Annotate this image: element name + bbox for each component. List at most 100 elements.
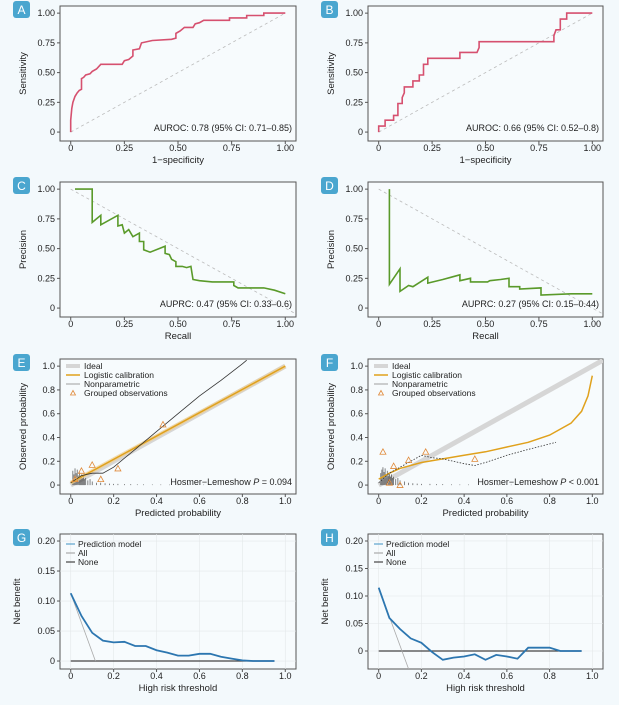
hl-suffix: < 0.001 [566, 477, 599, 487]
y-tick-label: 1.0 [350, 361, 363, 371]
reference-line [378, 12, 593, 133]
x-tick-label: 1.0 [586, 496, 599, 506]
legend-label: Ideal [84, 361, 103, 371]
x-tick-label: 0 [68, 671, 73, 681]
x-tick-label: 0.25 [423, 319, 441, 329]
plot-area [367, 533, 604, 670]
y-tick-label: 0.20 [37, 536, 55, 546]
logistic-calibration-line [70, 365, 286, 484]
panel-c: C 0 0.25 0.50 0.75 1.00 0 0.25 0.50 0.75 1.00 Recal… [13, 177, 297, 342]
metric-annotation: AUPRC: 0.47 (95% CI: 0.33–0.6) [160, 299, 292, 309]
x-tick-label: 1.00 [277, 143, 295, 153]
hl-p: P [560, 477, 566, 487]
y-tick-label: 0.75 [37, 214, 55, 224]
grouped-observation-marker [71, 475, 79, 483]
y-tick-label: 0.8 [42, 385, 55, 395]
plot-area [59, 5, 297, 142]
x-tick-label: 0.50 [169, 143, 187, 153]
y-tick-label: 0.05 [345, 619, 363, 629]
y-tick-label: 0.10 [345, 591, 363, 601]
x-tick-label: 1.00 [277, 319, 295, 329]
grouped-observation-marker [396, 481, 404, 488]
panel-f: F 0 0.2 0.4 0.6 0.8 1.0 0 0.2 0.4 0.6 0.8 1.0 Predict… [321, 354, 604, 519]
x-tick-label: 0.50 [169, 319, 187, 329]
panel-label: B [325, 3, 333, 17]
grouped-observation-marker [379, 447, 387, 455]
y-tick-label: 0 [358, 303, 363, 313]
reference-line [70, 188, 296, 315]
hl-prefix: Hosmer−Lemeshow [477, 477, 560, 487]
y-tick-label: 0.20 [345, 536, 363, 546]
panel-label: G [17, 531, 26, 545]
plot-marks [378, 188, 603, 315]
x-axis-title: High risk threshold [446, 683, 525, 694]
panel-a: A 0 0.25 0.50 0.75 1.00 0 0.25 0.50 0.75 1.00 1−spe… [13, 1, 297, 166]
legend-swatch-grouped [377, 389, 385, 396]
panel-badge [13, 529, 30, 546]
plot-marks [70, 188, 296, 315]
y-tick-label: 0 [50, 656, 55, 666]
legend-label: Ideal [392, 361, 411, 371]
logistic-calibration-line [378, 375, 594, 480]
reference-line [70, 12, 286, 133]
hosmer-lemeshow-annotation: Hosmer−Lemeshow P = 0.094 [170, 477, 292, 487]
grouped-observation-marker [385, 478, 394, 486]
plot-area [59, 181, 297, 318]
x-tick-label: 0.25 [116, 319, 134, 329]
legend-label: Logistic calibration [84, 370, 154, 380]
x-tick-label: 0.75 [530, 319, 548, 329]
x-tick-label: 0.75 [223, 319, 241, 329]
x-tick-label: 0.6 [193, 496, 206, 506]
metric-annotation: AUROC: 0.78 (95% CI: 0.71–0.85) [154, 123, 292, 133]
y-tick-label: 0.6 [350, 409, 363, 419]
y-tick-label: 0 [50, 303, 55, 313]
y-tick-label: 0.75 [345, 38, 363, 48]
plot-marks [69, 359, 287, 488]
legend-label: Grouped observations [392, 388, 476, 398]
grouped-observation-marker [389, 462, 398, 469]
panel-b: B 0 0.25 0.50 0.75 1.00 0 0.25 0.50 0.75 1.00 1−spe… [321, 1, 604, 166]
y-tick-label: 0.4 [42, 433, 55, 443]
x-tick-label: 0.75 [223, 143, 241, 153]
x-tick-label: 0.8 [236, 671, 249, 681]
x-axis-title: High risk threshold [139, 683, 218, 694]
y-tick-label: 0.50 [37, 68, 55, 78]
y-axis-title: Precision [18, 230, 29, 269]
legend-label: Nonparametric [84, 379, 140, 389]
x-tick-label: 0.25 [116, 143, 134, 153]
y-tick-label: 0.50 [345, 68, 363, 78]
panel-label: D [325, 179, 334, 193]
series-line [69, 12, 286, 133]
y-tick-label: 0.15 [37, 566, 55, 576]
y-tick-label: 0.8 [350, 385, 363, 395]
x-tick-label: 0.50 [477, 143, 495, 153]
y-tick-label: 0.2 [350, 456, 363, 466]
legend-label: Prediction model [78, 539, 141, 549]
plot-marks [377, 359, 603, 488]
grouped-observation-marker [159, 420, 167, 428]
y-tick-label: 0.75 [345, 214, 363, 224]
series-line [75, 188, 286, 295]
y-tick-label: 0.25 [37, 273, 55, 283]
panel-g: G 0 0.2 0.4 0.6 0.8 1.0 0 0.05 0.10 0.15 0.20 High r… [12, 529, 297, 694]
x-tick-label: 0.4 [150, 496, 163, 506]
panel-label: C [17, 179, 26, 193]
y-tick-label: 1.00 [345, 184, 363, 194]
x-tick-label: 1.00 [584, 319, 602, 329]
y-tick-label: 0.25 [345, 97, 363, 107]
x-tick-label: 0 [376, 671, 381, 681]
grouped-observation-marker [77, 466, 86, 474]
legend-label: None [386, 557, 407, 567]
y-axis-title: Precision [326, 230, 337, 269]
panel-d: D 0 0.25 0.50 0.75 1.00 0 0.25 0.50 0.75 1.00 Recal… [321, 177, 604, 342]
x-tick-label: 0.2 [415, 496, 428, 506]
x-tick-label: 0 [376, 143, 381, 153]
legend-label: Prediction model [386, 539, 449, 549]
x-tick-label: 0.6 [501, 671, 514, 681]
panel-label: F [326, 356, 333, 370]
y-tick-label: 0 [358, 646, 363, 656]
x-tick-label: 0.8 [543, 496, 556, 506]
grouped-observation-marker [471, 455, 479, 462]
panel-badge [321, 1, 338, 18]
